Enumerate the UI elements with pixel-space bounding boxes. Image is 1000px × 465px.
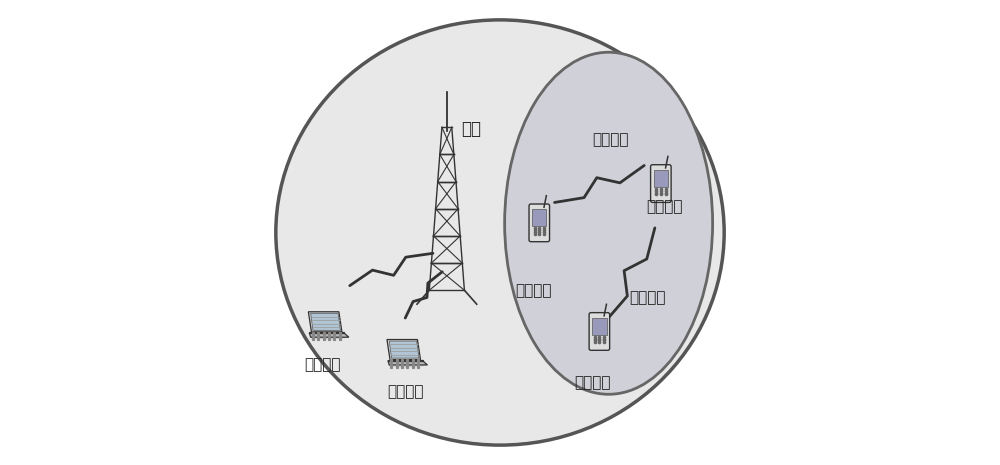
Polygon shape bbox=[309, 333, 349, 337]
FancyBboxPatch shape bbox=[532, 209, 546, 226]
Text: 基站: 基站 bbox=[461, 120, 481, 138]
Text: 认知用户: 认知用户 bbox=[515, 283, 552, 298]
FancyBboxPatch shape bbox=[592, 318, 607, 335]
Ellipse shape bbox=[309, 335, 347, 339]
FancyBboxPatch shape bbox=[651, 165, 671, 202]
FancyBboxPatch shape bbox=[529, 204, 550, 242]
Text: 认知用户: 认知用户 bbox=[646, 199, 682, 214]
FancyBboxPatch shape bbox=[654, 170, 668, 187]
Ellipse shape bbox=[388, 363, 426, 367]
Polygon shape bbox=[388, 359, 423, 361]
Text: 认知用户: 认知用户 bbox=[574, 375, 611, 390]
Polygon shape bbox=[309, 332, 344, 333]
Polygon shape bbox=[311, 313, 340, 330]
Text: 授权用户: 授权用户 bbox=[387, 385, 423, 399]
Polygon shape bbox=[388, 361, 427, 365]
Polygon shape bbox=[389, 341, 419, 358]
Ellipse shape bbox=[505, 52, 713, 394]
Polygon shape bbox=[308, 312, 342, 332]
Polygon shape bbox=[387, 339, 420, 359]
Text: 控制信道: 控制信道 bbox=[592, 133, 628, 147]
FancyBboxPatch shape bbox=[589, 312, 610, 350]
Text: 数据信道: 数据信道 bbox=[630, 290, 666, 305]
Text: 授权用户: 授权用户 bbox=[304, 357, 340, 372]
Ellipse shape bbox=[276, 20, 724, 445]
